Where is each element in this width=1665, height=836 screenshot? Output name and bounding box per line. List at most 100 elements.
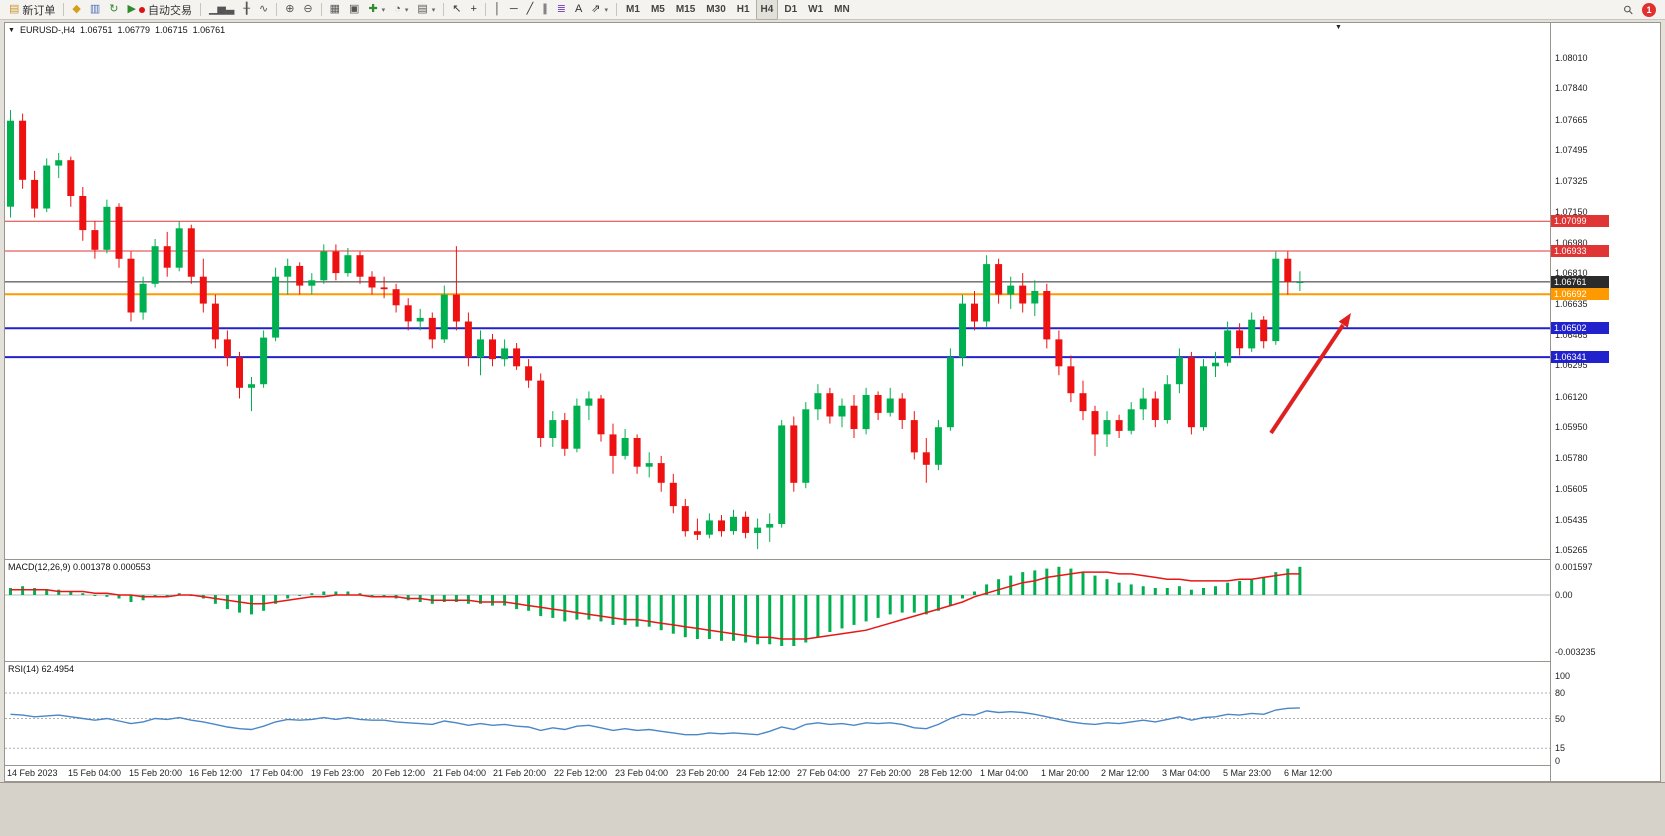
price-line-label-1.06692[interactable]: 1.06692 — [1551, 288, 1609, 300]
main-chart-pane[interactable]: ▼ EURUSD-,H4 1.06751 1.06779 1.06715 1.0… — [5, 23, 1550, 559]
new-chart-icon-button[interactable]: ▥ — [86, 0, 104, 19]
add-indicator-button[interactable]: ✚ ▾ — [364, 0, 389, 19]
chart-symbol-period: EURUSD-,H4 — [19, 25, 75, 35]
timeframe-d1-button[interactable]: D1 — [784, 4, 798, 15]
trend-arrow-annotation[interactable] — [1269, 323, 1345, 435]
trendline-tool-button[interactable]: ╱ — [523, 0, 538, 19]
horizontal-line-tool-button[interactable]: ─ — [506, 0, 522, 19]
candlestick-chart-icon-button[interactable]: ╂ — [239, 0, 254, 19]
chart-shift-marker-icon[interactable]: ▼ — [1335, 24, 1342, 31]
macd-axis-label: -0.003235 — [1555, 647, 1596, 657]
time-tick-label: 21 Feb 20:00 — [493, 768, 547, 778]
dropdown-arrow-icon: ▾ — [431, 6, 436, 14]
bar-chart-icon-button[interactable]: ▁▅▃ — [205, 0, 238, 19]
vertical-line-tool-button[interactable]: │ — [490, 0, 505, 19]
timeframe-m15-button[interactable]: M15 — [675, 4, 696, 15]
price-tick-label: 1.08010 — [1555, 53, 1588, 63]
time-tick-label: 24 Feb 12:00 — [737, 768, 791, 778]
timeframe-w1-button[interactable]: W1 — [808, 4, 824, 15]
time-tick-label: 15 Feb 20:00 — [129, 768, 183, 778]
time-tick-label: 5 Mar 23:00 — [1223, 768, 1272, 778]
chart-ohlc-readout: ▼ EURUSD-,H4 1.06751 1.06779 1.06715 1.0… — [8, 25, 225, 35]
fibonacci-tool-button[interactable]: ≣ — [553, 0, 570, 19]
zoom-out-icon-button[interactable]: ⊖ — [299, 0, 316, 19]
timeframe-h4-button[interactable]: H4 — [755, 0, 779, 20]
time-tick-label: 2 Mar 12:00 — [1101, 768, 1150, 778]
price-tick-label: 1.05265 — [1555, 545, 1588, 555]
time-tick-label: 15 Feb 04:00 — [68, 768, 122, 778]
refresh-icon-button[interactable]: ↻ — [105, 0, 122, 19]
arrows-tool-icon: ⇗ — [591, 3, 601, 15]
price-tick-label: 1.06635 — [1555, 299, 1588, 309]
time-tick-label: 22 Feb 12:00 — [554, 768, 608, 778]
new-chart-icon-icon: ▥ — [89, 3, 101, 15]
rsi-label: RSI(14) 62.4954 — [8, 664, 75, 674]
timeframe-m1-button[interactable]: M1 — [626, 4, 640, 15]
time-tick-label: 23 Feb 04:00 — [615, 768, 669, 778]
price-axis[interactable]: 1.08010 1.07840 1.07665 1.07495 1.07325 1.071… — [1550, 23, 1660, 781]
cascade-windows-icon-button[interactable]: ▣ — [345, 0, 363, 19]
timeframe-h1-button[interactable]: H1 — [736, 4, 750, 15]
template-button[interactable]: ▤ ▾ — [413, 0, 439, 19]
alert-icon-button[interactable]: ◆ — [68, 0, 84, 19]
crosshair-tool-button[interactable]: + — [467, 0, 481, 19]
rsi-axis-label: 0 — [1555, 756, 1561, 766]
new-order-button[interactable]: ▤ 新订单 — [5, 0, 59, 19]
auto-trading-button[interactable]: ▶ 自动交易 — [124, 0, 196, 19]
rsi-indicator — [5, 692, 1550, 749]
dropdown-arrow-icon: ▾ — [381, 6, 386, 14]
time-tick-label: 1 Mar 20:00 — [1041, 768, 1090, 778]
channel-tool-button[interactable]: ∥ — [538, 0, 552, 19]
price-tick-label: 1.06465 — [1555, 330, 1588, 340]
cursor-tool-button[interactable]: ↖ — [448, 0, 465, 19]
candlestick-chart — [5, 110, 1550, 550]
cascade-windows-icon-icon: ▣ — [349, 3, 360, 15]
notification-badge[interactable]: 1 — [1642, 2, 1656, 17]
text-tool-icon: A — [574, 3, 583, 15]
periods-button[interactable]: ◔ ▾ — [390, 0, 412, 19]
price-line-label-1.06933[interactable]: 1.06933 — [1551, 245, 1609, 257]
macd-axis-label: 0.00 — [1555, 590, 1573, 600]
tile-windows-icon-button[interactable]: ▦ — [326, 0, 344, 19]
price-tick-label: 1.07325 — [1555, 176, 1588, 186]
chart-high-value: 1.06779 — [117, 25, 151, 35]
price-line-label-1.06761[interactable]: 1.06761 — [1551, 276, 1609, 288]
alert-icon-icon: ◆ — [72, 3, 81, 15]
price-line-label-1.07099[interactable]: 1.07099 — [1551, 215, 1609, 227]
price-line-label-1.06341[interactable]: 1.06341 — [1551, 351, 1609, 363]
zoom-in-icon-button[interactable]: ⊕ — [281, 0, 298, 19]
price-tick-label: 1.06295 — [1555, 360, 1588, 370]
one-click-collapse-icon[interactable]: ▼ — [8, 26, 15, 34]
rsi-axis-label: 100 — [1555, 671, 1571, 681]
horizontal-line-tool-icon: ─ — [509, 3, 518, 15]
rsi-pane[interactable]: RSI(14) 62.4954 — [5, 661, 1550, 765]
search-button[interactable]: ⚲ — [1620, 0, 1637, 19]
price-tick-label: 1.07840 — [1555, 83, 1588, 93]
timeframe-m5-button[interactable]: M5 — [650, 4, 665, 15]
time-tick-label: 21 Feb 04:00 — [433, 768, 487, 778]
add-indicator-icon: ✚ — [368, 3, 378, 15]
toolbar-separator — [63, 3, 65, 16]
bar-chart-icon-icon: ▁▅▃ — [208, 3, 235, 15]
time-tick-label: 17 Feb 04:00 — [250, 768, 304, 778]
toolbar-separator — [320, 3, 322, 16]
timeframe-mn-button[interactable]: MN — [834, 4, 850, 15]
timeframe-m30-button[interactable]: M30 — [706, 4, 726, 15]
price-line-label-1.06502[interactable]: 1.06502 — [1551, 322, 1609, 334]
price-tick-label: 1.07495 — [1555, 145, 1588, 155]
macd-signal-line — [10, 571, 1300, 640]
line-chart-icon-button[interactable]: ∿ — [255, 0, 272, 19]
trend-arrow-head-icon — [1338, 313, 1351, 328]
macd-pane[interactable]: MACD(12,26,9) 0.001378 0.000553 — [5, 559, 1550, 661]
time-tick-label: 14 Feb 2023 — [7, 768, 58, 778]
price-tick-label: 1.06980 — [1555, 238, 1588, 248]
text-tool-button[interactable]: A — [571, 0, 586, 19]
vertical-line-tool-icon: │ — [493, 3, 501, 15]
arrows-tool-button[interactable]: ⇗ ▾ — [587, 0, 612, 19]
new-order-button-label: 新订单 — [22, 4, 56, 17]
line-chart-icon-icon: ∿ — [258, 3, 269, 15]
macd-label: MACD(12,26,9) 0.001378 0.000553 — [8, 562, 151, 572]
time-axis[interactable]: 14 Feb 2023 15 Feb 04:00 15 Feb 20:00 16 Fe… — [5, 765, 1550, 781]
time-tick-label: 27 Feb 04:00 — [797, 768, 851, 778]
